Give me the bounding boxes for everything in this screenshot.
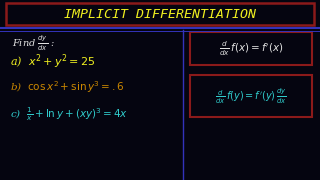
FancyBboxPatch shape xyxy=(6,3,314,25)
FancyBboxPatch shape xyxy=(190,75,312,117)
Text: IMPLICIT DIFFERENTIATION: IMPLICIT DIFFERENTIATION xyxy=(64,8,256,21)
Text: a)  $x^2+y^2=25$: a) $x^2+y^2=25$ xyxy=(10,53,95,71)
Text: b)  $\cos x^2+\sin y^3=.6$: b) $\cos x^2+\sin y^3=.6$ xyxy=(10,79,125,95)
Text: $\frac{d}{dx}\,f(y)=f'(y)\,\frac{dy}{dx}$: $\frac{d}{dx}\,f(y)=f'(y)\,\frac{dy}{dx}… xyxy=(215,86,287,106)
Text: Find $\frac{dy}{dx}$ :: Find $\frac{dy}{dx}$ : xyxy=(12,33,55,53)
FancyBboxPatch shape xyxy=(190,32,312,65)
Text: $\frac{d}{dx}\,f(x)=f'(x)$: $\frac{d}{dx}\,f(x)=f'(x)$ xyxy=(219,39,283,58)
Text: c)  $\frac{1}{x}+\ln y+(xy)^3=4x$: c) $\frac{1}{x}+\ln y+(xy)^3=4x$ xyxy=(10,105,128,123)
